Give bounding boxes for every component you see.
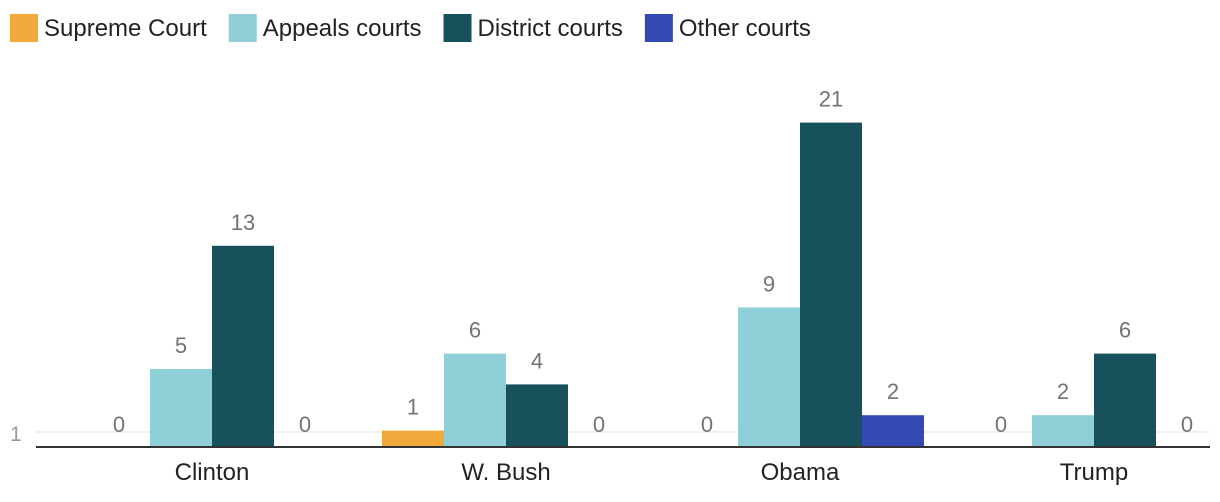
- value-label-trump-supreme-court: 0: [995, 412, 1007, 437]
- value-label-trump-other-courts: 0: [1181, 412, 1193, 437]
- legend-item-appeals-courts: Appeals courts: [228, 14, 422, 42]
- bar-obama-appeals-courts: [738, 307, 800, 446]
- legend-item-supreme-court: Supreme Court: [10, 14, 207, 42]
- value-label-w-bush-district-courts: 4: [531, 348, 543, 373]
- bar-w-bush-supreme-court: [382, 430, 444, 446]
- bar-clinton-appeals-courts: [150, 369, 212, 446]
- legend-item-district-courts: District courts: [443, 14, 623, 42]
- x-tick-label-obama: Obama: [761, 459, 840, 486]
- bar-trump-appeals-courts: [1032, 415, 1094, 446]
- legend-swatch-district-courts: [443, 14, 472, 42]
- value-labels: 0 5 13 0 1 6 4 0 0 9 21 2 0 2 6 0: [113, 87, 1193, 437]
- bar-obama-other-courts: [862, 415, 924, 446]
- value-label-trump-appeals-courts: 2: [1057, 379, 1069, 404]
- bar-obama-district-courts: [800, 122, 862, 446]
- legend-swatch-other-courts: [644, 14, 673, 42]
- legend-label-supreme-court: Supreme Court: [44, 15, 207, 42]
- x-tick-label-w-bush: W. Bush: [461, 459, 550, 486]
- legend: Supreme Court Appeals courts District cour…: [10, 14, 811, 42]
- x-tick-label-clinton: Clinton: [175, 459, 250, 486]
- bar-trump-district-courts: [1094, 353, 1156, 446]
- value-label-obama-appeals-courts: 9: [763, 271, 775, 296]
- legend-label-other-courts: Other courts: [679, 15, 811, 42]
- y-tick-label-1: 1: [10, 423, 22, 446]
- value-label-clinton-district-courts: 13: [231, 210, 255, 235]
- value-label-clinton-appeals-courts: 5: [175, 333, 187, 358]
- bar-clinton-district-courts: [212, 245, 274, 446]
- bars: [150, 122, 1156, 446]
- value-label-obama-district-courts: 21: [819, 87, 843, 112]
- bar-w-bush-appeals-courts: [444, 353, 506, 446]
- legend-label-district-courts: District courts: [478, 15, 623, 42]
- value-label-obama-supreme-court: 0: [701, 412, 713, 437]
- value-label-w-bush-other-courts: 0: [593, 412, 605, 437]
- legend-swatch-supreme-court: [10, 14, 38, 42]
- value-label-trump-district-courts: 6: [1119, 318, 1131, 343]
- value-label-clinton-other-courts: 0: [299, 412, 311, 437]
- value-label-clinton-supreme-court: 0: [113, 412, 125, 437]
- value-label-w-bush-appeals-courts: 6: [469, 318, 481, 343]
- bar-w-bush-district-courts: [506, 384, 568, 446]
- value-label-obama-other-courts: 2: [887, 379, 899, 404]
- legend-label-appeals-courts: Appeals courts: [263, 15, 422, 42]
- x-tick-label-trump: Trump: [1060, 459, 1128, 486]
- value-label-w-bush-supreme-court: 1: [407, 395, 419, 420]
- legend-item-other-courts: Other courts: [644, 14, 811, 42]
- x-axis: Clinton W. Bush Obama Trump: [36, 446, 1210, 486]
- legend-swatch-appeals-courts: [228, 14, 257, 42]
